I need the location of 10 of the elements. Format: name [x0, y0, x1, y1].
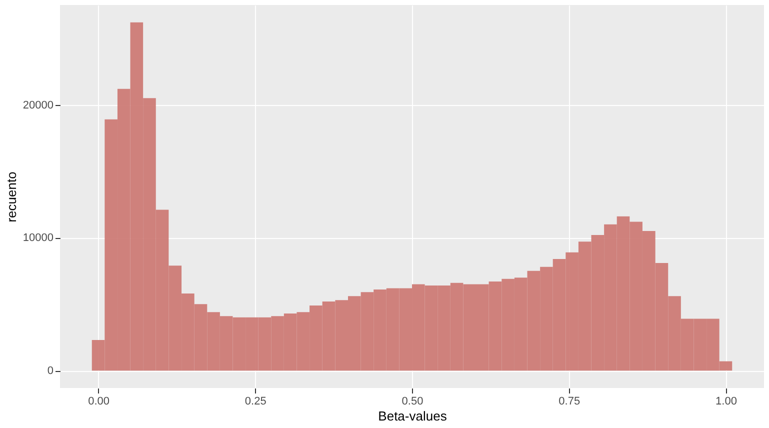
x-tick-label: 0.25	[244, 396, 266, 408]
x-tick-label: 1.00	[716, 396, 737, 408]
x-tick-label: 0.50	[402, 396, 424, 408]
x-tick-label: 0.75	[558, 396, 580, 408]
y-tick-label: 20000	[22, 99, 54, 112]
y-tick-label: 10000	[22, 232, 54, 244]
y-axis-title: recuento	[4, 172, 19, 222]
y-tick-label: 0	[47, 365, 54, 378]
x-axis-title: Beta-values	[378, 408, 448, 424]
x-tick-label: 0.00	[88, 396, 110, 408]
